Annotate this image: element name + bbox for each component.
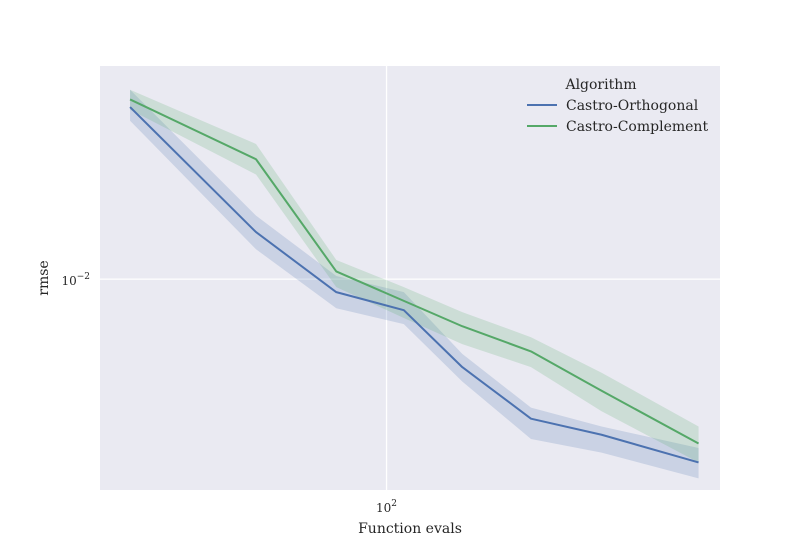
legend: Algorithm Castro-Orthogonal Castro-Compl… bbox=[527, 77, 708, 135]
x-tick-label: 102 bbox=[376, 499, 397, 515]
grid-lines bbox=[100, 66, 720, 490]
y-axis-label: rmse bbox=[36, 260, 52, 295]
line-castro-complement bbox=[129, 98, 700, 445]
legend-label-castro-complement: Castro-Complement bbox=[566, 119, 708, 135]
legend-title: Algorithm bbox=[564, 77, 636, 93]
legend-label-castro-orthogonal: Castro-Orthogonal bbox=[566, 98, 699, 114]
plot-background bbox=[100, 66, 720, 490]
band-castro-orthogonal bbox=[130, 89, 699, 479]
series-lines bbox=[129, 98, 700, 464]
y-tick-label: 10−2 bbox=[61, 272, 90, 288]
line-castro-orthogonal bbox=[129, 106, 699, 464]
x-axis-label: Function evals bbox=[358, 521, 462, 537]
